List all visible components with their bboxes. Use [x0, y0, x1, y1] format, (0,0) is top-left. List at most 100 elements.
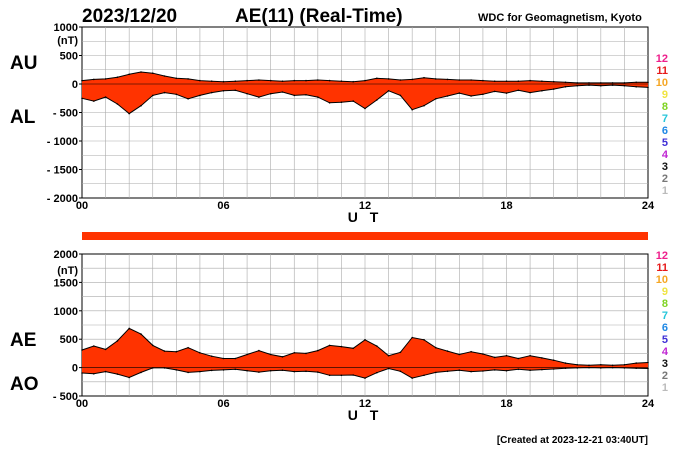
- data-point-ao: [246, 369, 248, 372]
- data-point-au: [152, 72, 154, 74]
- series-name-au: AU: [10, 53, 37, 74]
- data-point-ae: [399, 351, 402, 354]
- y-tick-label: 2000: [54, 249, 78, 261]
- data-point-ao: [269, 369, 272, 372]
- data-point-ao: [128, 376, 130, 379]
- data-point-ao: [517, 368, 520, 371]
- data-point-al: [564, 86, 567, 88]
- data-point-au: [104, 78, 107, 80]
- data-point-ae: [305, 352, 307, 355]
- data-point-ao: [281, 369, 284, 372]
- data-point-al: [81, 97, 83, 100]
- data-point-ae: [552, 359, 555, 362]
- data-point-ao: [423, 374, 425, 377]
- data-point-au: [446, 78, 449, 81]
- data-point-ao: [435, 371, 437, 374]
- data-point-ao: [458, 369, 461, 372]
- x-tick-label: 06: [217, 398, 229, 410]
- data-point-ao: [210, 369, 213, 372]
- data-point-ae: [458, 353, 461, 356]
- data-point-ae: [387, 354, 390, 357]
- data-point-au: [529, 79, 531, 82]
- data-point-au: [435, 78, 437, 80]
- data-point-ae: [376, 345, 378, 347]
- data-point-au: [128, 73, 130, 76]
- x-tick-label: 24: [642, 200, 655, 212]
- data-point-au: [411, 78, 414, 81]
- data-point-al: [576, 84, 579, 87]
- data-point-al: [317, 96, 319, 98]
- data-point-ao: [387, 367, 390, 370]
- y-tick-label: 500: [60, 51, 78, 63]
- data-point-ao: [470, 370, 472, 373]
- data-point-ao: [140, 371, 142, 374]
- data-point-al: [517, 89, 520, 92]
- data-point-ao: [234, 368, 237, 371]
- data-point-ae: [116, 340, 119, 342]
- data-point-ae: [623, 364, 626, 366]
- data-point-au: [199, 79, 201, 82]
- data-point-au: [163, 75, 166, 77]
- data-point-ae: [411, 336, 414, 339]
- data-point-ae: [470, 350, 472, 353]
- data-point-ae: [199, 352, 201, 354]
- data-point-ao: [352, 374, 355, 376]
- y-tick-label: 1000: [54, 306, 78, 318]
- legend-level-label: 8: [662, 298, 668, 310]
- data-point-ae: [446, 350, 449, 352]
- data-point-au: [399, 79, 402, 81]
- data-point-ae: [364, 339, 366, 341]
- data-point-au: [116, 76, 119, 78]
- y-tick-label: 500: [60, 334, 78, 346]
- data-point-al: [187, 98, 189, 100]
- data-point-al: [552, 88, 555, 90]
- data-point-al: [588, 84, 590, 86]
- au-al-panel: 1000 500 0 - 500 - 1000 - 1500 - 2000 (nT) 00 06 1…: [10, 22, 655, 225]
- data-point-al: [328, 102, 331, 104]
- data-point-al: [611, 84, 614, 86]
- data-point-ao: [399, 370, 402, 373]
- data-point-al: [505, 92, 508, 94]
- data-point-au: [552, 80, 555, 83]
- legend-level-label: 4: [662, 149, 669, 161]
- data-point-ae: [529, 354, 531, 357]
- data-point-ae: [317, 349, 319, 352]
- data-point-au: [505, 80, 508, 82]
- legend-level-label: 2: [662, 173, 668, 185]
- data-point-ao: [116, 373, 119, 375]
- data-point-al: [541, 90, 543, 92]
- data-point-au: [93, 78, 95, 81]
- data-point-al: [352, 100, 355, 102]
- data-point-al: [269, 92, 272, 95]
- data-point-ao: [258, 371, 260, 373]
- y-tick-label: 0: [72, 79, 78, 91]
- data-point-al: [635, 86, 637, 88]
- data-point-au: [328, 79, 331, 82]
- data-point-al: [600, 84, 602, 87]
- data-point-ae: [647, 361, 649, 364]
- data-point-al: [210, 91, 213, 94]
- data-point-al: [93, 100, 95, 102]
- data-point-al: [482, 93, 484, 96]
- legend-level-label: 10: [656, 274, 668, 286]
- data-point-al: [458, 92, 461, 94]
- legend-level-label: 12: [656, 53, 668, 65]
- data-point-al: [364, 107, 366, 110]
- data-point-au: [376, 77, 378, 80]
- data-point-ao: [446, 370, 449, 373]
- data-point-ae: [505, 354, 508, 357]
- data-point-ae: [340, 345, 343, 348]
- legend-level-label: 11: [656, 262, 668, 274]
- series-name-ae: AE: [10, 330, 36, 351]
- legend-level-label: 4: [662, 346, 669, 358]
- data-point-ao: [293, 370, 296, 373]
- data-point-au: [470, 79, 472, 81]
- data-point-ae: [269, 353, 272, 356]
- data-point-au: [541, 80, 543, 82]
- data-point-al: [411, 108, 414, 111]
- data-point-ae: [328, 344, 331, 347]
- x-tick-label: 12: [359, 398, 371, 410]
- data-point-al: [258, 96, 260, 98]
- data-point-ao: [199, 370, 201, 373]
